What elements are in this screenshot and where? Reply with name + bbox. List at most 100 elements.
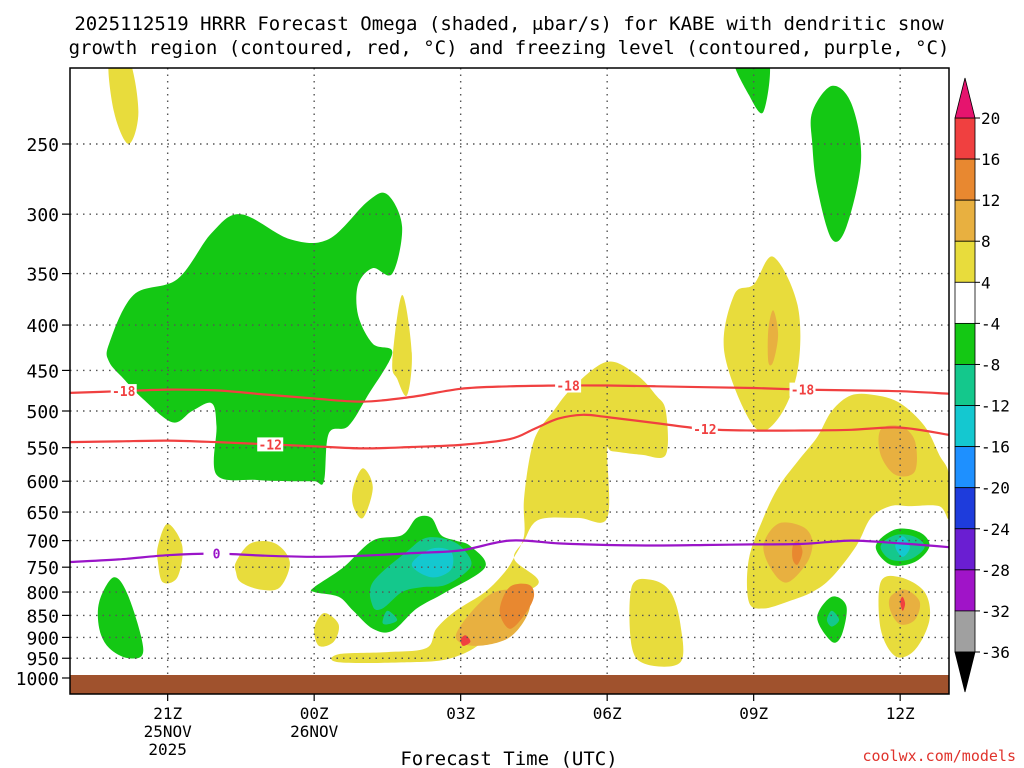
omega-region-26 xyxy=(629,578,684,667)
colorbar-label-8: 8 xyxy=(981,232,991,251)
colorbar-bin-16-to-20 xyxy=(954,117,976,160)
colorbar-under-arrow xyxy=(954,651,976,693)
y-tick-label-800: 800 xyxy=(26,583,59,604)
colorbar-bin--4-to-4 xyxy=(954,281,976,324)
contour-label--12: -12 xyxy=(693,423,716,438)
credit-text: coolwx.com/models xyxy=(862,747,1016,765)
omega-region-3 xyxy=(106,192,403,485)
x-tick-date-00Z: 26NOV xyxy=(290,722,339,741)
omega-region-1 xyxy=(735,68,771,114)
omega-region-28 xyxy=(763,522,813,583)
colorbar-label--24: -24 xyxy=(981,520,1010,539)
contour--12 xyxy=(70,413,949,450)
contour-label-bg xyxy=(789,382,816,397)
colorbar-over-arrow xyxy=(954,77,976,119)
omega-colorbar: 20 16 12 8 4 -4 -8 -12 -16 -20 -24 -28 -32 -36 xyxy=(954,77,1010,693)
x-tick-year-21Z: 2025 xyxy=(148,740,187,759)
colorbar-bin--24-to--20 xyxy=(954,487,976,530)
colorbar-label--4: -4 xyxy=(981,314,1000,333)
y-tick-label-350: 350 xyxy=(26,265,59,286)
omega-region-16 xyxy=(156,523,183,584)
contour-label-bg xyxy=(555,378,582,393)
contour-label--18: -18 xyxy=(556,380,580,395)
plot-frame xyxy=(69,67,950,695)
colorbar-label--28: -28 xyxy=(981,561,1010,580)
omega-region-6 xyxy=(411,547,454,578)
y-tick-label-650: 650 xyxy=(26,503,59,524)
omega-region-19 xyxy=(314,613,340,647)
omega-region-13 xyxy=(97,577,144,659)
ground-bar xyxy=(70,675,949,694)
x-tick-label-00Z: 00Z xyxy=(300,704,329,723)
colorbar-label--36: -36 xyxy=(981,643,1010,662)
x-tick-label-12Z: 12Z xyxy=(886,704,915,723)
pressure-axis: 2503003504004505005506006507007508008509… xyxy=(16,135,70,690)
x-axis-label: Forecast Time (UTC) xyxy=(400,748,617,768)
omega-region-29 xyxy=(792,540,803,565)
y-tick-label-750: 750 xyxy=(26,558,59,579)
colorbar-bin--16-to--12 xyxy=(954,405,976,448)
omega-region-33 xyxy=(900,596,906,611)
x-tick-label-21Z: 21Z xyxy=(153,704,182,723)
omega-region-22 xyxy=(331,361,668,664)
omega-region-18 xyxy=(255,556,271,578)
omega-region-2 xyxy=(810,85,862,242)
colorbar-label--8: -8 xyxy=(981,355,1000,374)
colorbar-bin--20-to--16 xyxy=(954,446,976,489)
colorbar-label--20: -20 xyxy=(981,479,1010,498)
colorbar-label-4: 4 xyxy=(981,273,991,292)
y-tick-label-950: 950 xyxy=(26,649,59,670)
colorbar-bin--12-to--8 xyxy=(954,364,976,406)
contour-label-bg xyxy=(203,546,230,561)
y-tick-label-250: 250 xyxy=(26,135,59,156)
plot-area: -18 -18 -18 -12 -12 0 xyxy=(69,67,950,695)
x-tick-label-03Z: 03Z xyxy=(446,704,475,723)
y-tick-label-400: 400 xyxy=(26,316,59,337)
y-tick-label-450: 450 xyxy=(26,361,59,382)
colorbar-bin-8-to-12 xyxy=(954,199,976,242)
colorbar-bin-4-to-8 xyxy=(954,240,976,283)
contour-lines: -18 -18 -18 -12 -12 0 xyxy=(70,378,949,564)
colorbar-label--32: -32 xyxy=(981,602,1010,621)
y-tick-label-600: 600 xyxy=(26,472,59,493)
omega-region-21 xyxy=(767,310,779,366)
y-tick-label-300: 300 xyxy=(26,205,59,226)
colorbar-bin--32-to--28 xyxy=(954,569,976,612)
colorbar-bin-12-to-16 xyxy=(954,158,976,201)
y-tick-label-500: 500 xyxy=(26,402,59,423)
colorbar-label-16: 16 xyxy=(981,150,1000,169)
gridlines xyxy=(70,68,949,694)
colorbar-bin--28-to--24 xyxy=(954,528,976,571)
y-tick-label-1000: 1000 xyxy=(16,669,59,690)
chart-title-line-2: growth region (contoured, red, °C) and f… xyxy=(69,37,950,59)
colorbar-label-12: 12 xyxy=(981,191,1000,210)
chart-title-line-1: 2025112519 HRRR Forecast Omega (shaded, … xyxy=(74,13,944,35)
colorbar-label-20: 20 xyxy=(981,109,1000,128)
omega-region-14 xyxy=(392,294,412,397)
contour-label--18: -18 xyxy=(791,384,815,399)
colorbar-bin--36-to--32 xyxy=(954,610,976,653)
x-tick-label-09Z: 09Z xyxy=(739,704,768,723)
x-tick-label-06Z: 06Z xyxy=(593,704,622,723)
contour-label-bg xyxy=(691,422,718,437)
colorbar-bin--8-to--4 xyxy=(954,322,976,365)
omega-region-30 xyxy=(878,425,917,477)
colorbar-label--16: -16 xyxy=(981,438,1010,457)
contour-label-bg xyxy=(110,384,137,399)
omega-region-10 xyxy=(895,536,910,557)
y-tick-label-550: 550 xyxy=(26,439,59,460)
omega-region-24 xyxy=(499,583,535,629)
omega-region-0 xyxy=(108,68,139,144)
omega-shading xyxy=(97,68,949,667)
x-tick-date-21Z: 25NOV xyxy=(144,722,193,741)
y-tick-label-850: 850 xyxy=(26,606,59,627)
contour-label--12: -12 xyxy=(258,438,281,453)
contour-label-bg xyxy=(257,437,284,452)
omega-region-7 xyxy=(382,610,398,625)
y-tick-label-700: 700 xyxy=(26,532,59,553)
omega-region-12 xyxy=(826,610,840,627)
colorbar-label--12: -12 xyxy=(981,397,1010,416)
y-tick-label-900: 900 xyxy=(26,628,59,649)
